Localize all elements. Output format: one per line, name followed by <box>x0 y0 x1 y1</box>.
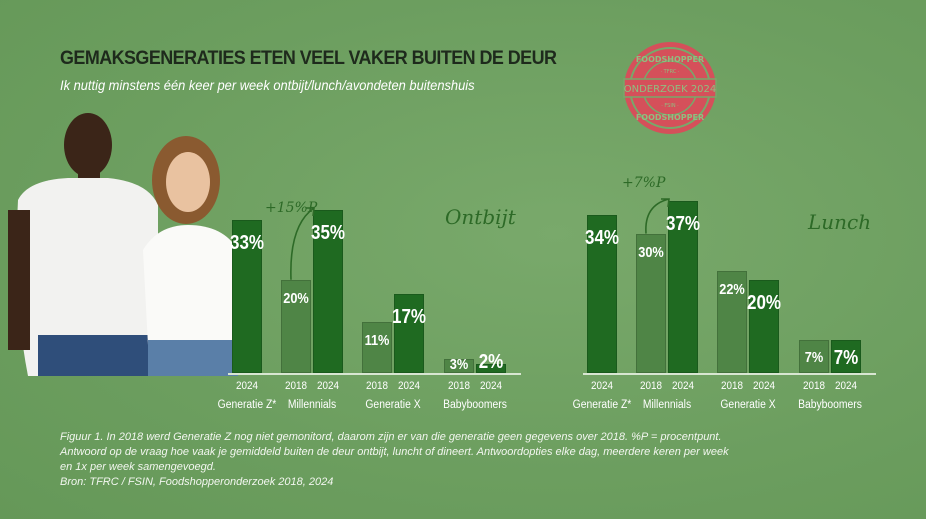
data-label: 11% <box>364 331 390 349</box>
group-label: Millennials <box>642 399 692 411</box>
page-subtitle: Ik nuttig minstens één keer per week ont… <box>60 77 475 93</box>
arrow-icon <box>290 207 315 281</box>
change-annotation: +7%P <box>622 175 666 191</box>
foodshopper-stamp-logo: ONDERZOEK 2024 FOODSHOPPER · TFRC · · FS… <box>623 42 717 134</box>
bar-2024 <box>394 293 424 373</box>
group-label: Babyboomers <box>443 399 507 411</box>
x-tick-label: 2024 <box>834 380 858 392</box>
data-label: 34% <box>584 226 620 249</box>
x-tick-label: 2024 <box>235 380 259 392</box>
x-axis-line <box>228 373 521 375</box>
bar-2024 <box>749 280 779 373</box>
x-tick-label: 2024 <box>590 380 614 392</box>
data-label: 7% <box>833 346 859 369</box>
data-label: 20% <box>283 290 309 307</box>
x-tick-label: 2018 <box>802 380 826 392</box>
group-label: Generatie X <box>720 399 776 411</box>
data-label: 20% <box>746 292 782 314</box>
group-label: Millennials <box>287 399 337 411</box>
bar-2018 <box>281 280 311 373</box>
x-tick-label: 2024 <box>397 380 421 392</box>
data-label: 33% <box>229 231 265 254</box>
caption-source: Bron: TFRC / FSIN, Foodshopperonderzoek … <box>60 476 334 488</box>
page-title: GEMAKSGENERATIES ETEN VEEL VAKER BUITEN … <box>60 47 557 69</box>
data-label: 2% <box>478 351 504 373</box>
x-tick-label: 2024 <box>752 380 776 392</box>
data-label: 3% <box>449 356 469 373</box>
figure-caption: Figuur 1. In 2018 werd Generatie Z nog n… <box>60 430 730 490</box>
bar-2018 <box>799 340 829 373</box>
svg-text:· FSIN ·: · FSIN · <box>661 103 679 109</box>
x-tick-label: 2024 <box>316 380 340 392</box>
x-tick-label: 2024 <box>479 380 503 392</box>
data-label: 17% <box>391 305 427 328</box>
x-tick-label: 2018 <box>284 380 308 392</box>
bar-2024 <box>668 200 698 373</box>
x-tick-label: 2018 <box>720 380 744 392</box>
bar-2018 <box>636 233 666 373</box>
change-annotation: +15%P <box>265 200 318 216</box>
group-label: Generatie X <box>365 399 421 411</box>
group-label: Generatie Z* <box>217 399 277 411</box>
chart-title: Ontbijt <box>445 205 516 229</box>
svg-text:FOODSHOPPER: FOODSHOPPER <box>636 113 704 122</box>
data-label: 22% <box>719 280 745 298</box>
bar-2024 <box>831 340 861 373</box>
data-label: 30% <box>638 243 664 261</box>
x-tick-label: 2018 <box>447 380 471 392</box>
svg-text:· TFRC ·: · TFRC · <box>660 69 679 75</box>
caption-text: Figuur 1. In 2018 werd Generatie Z nog n… <box>60 431 729 473</box>
data-label: 35% <box>310 222 346 245</box>
x-tick-label: 2018 <box>639 380 663 392</box>
x-tick-label: 2018 <box>365 380 389 392</box>
bar-2024 <box>313 210 343 373</box>
x-tick-label: 2024 <box>671 380 695 392</box>
bar-2018 <box>717 270 747 373</box>
bar-2018 <box>362 321 392 373</box>
x-axis-line <box>583 373 876 375</box>
svg-text:ONDERZOEK 2024: ONDERZOEK 2024 <box>624 84 717 95</box>
bar-2024 <box>476 363 506 373</box>
data-label: 7% <box>804 349 824 367</box>
bar-2018 <box>444 359 474 373</box>
bar-2024 <box>232 219 262 373</box>
data-label: 37% <box>665 212 701 235</box>
chart-title: Lunch <box>808 210 872 234</box>
group-label: Babyboomers <box>798 399 862 411</box>
group-label: Generatie Z* <box>572 399 632 411</box>
bar-2024 <box>587 214 617 373</box>
arrow-icon <box>645 198 670 234</box>
people-photo <box>8 113 238 376</box>
svg-text:FOODSHOPPER: FOODSHOPPER <box>636 55 704 64</box>
